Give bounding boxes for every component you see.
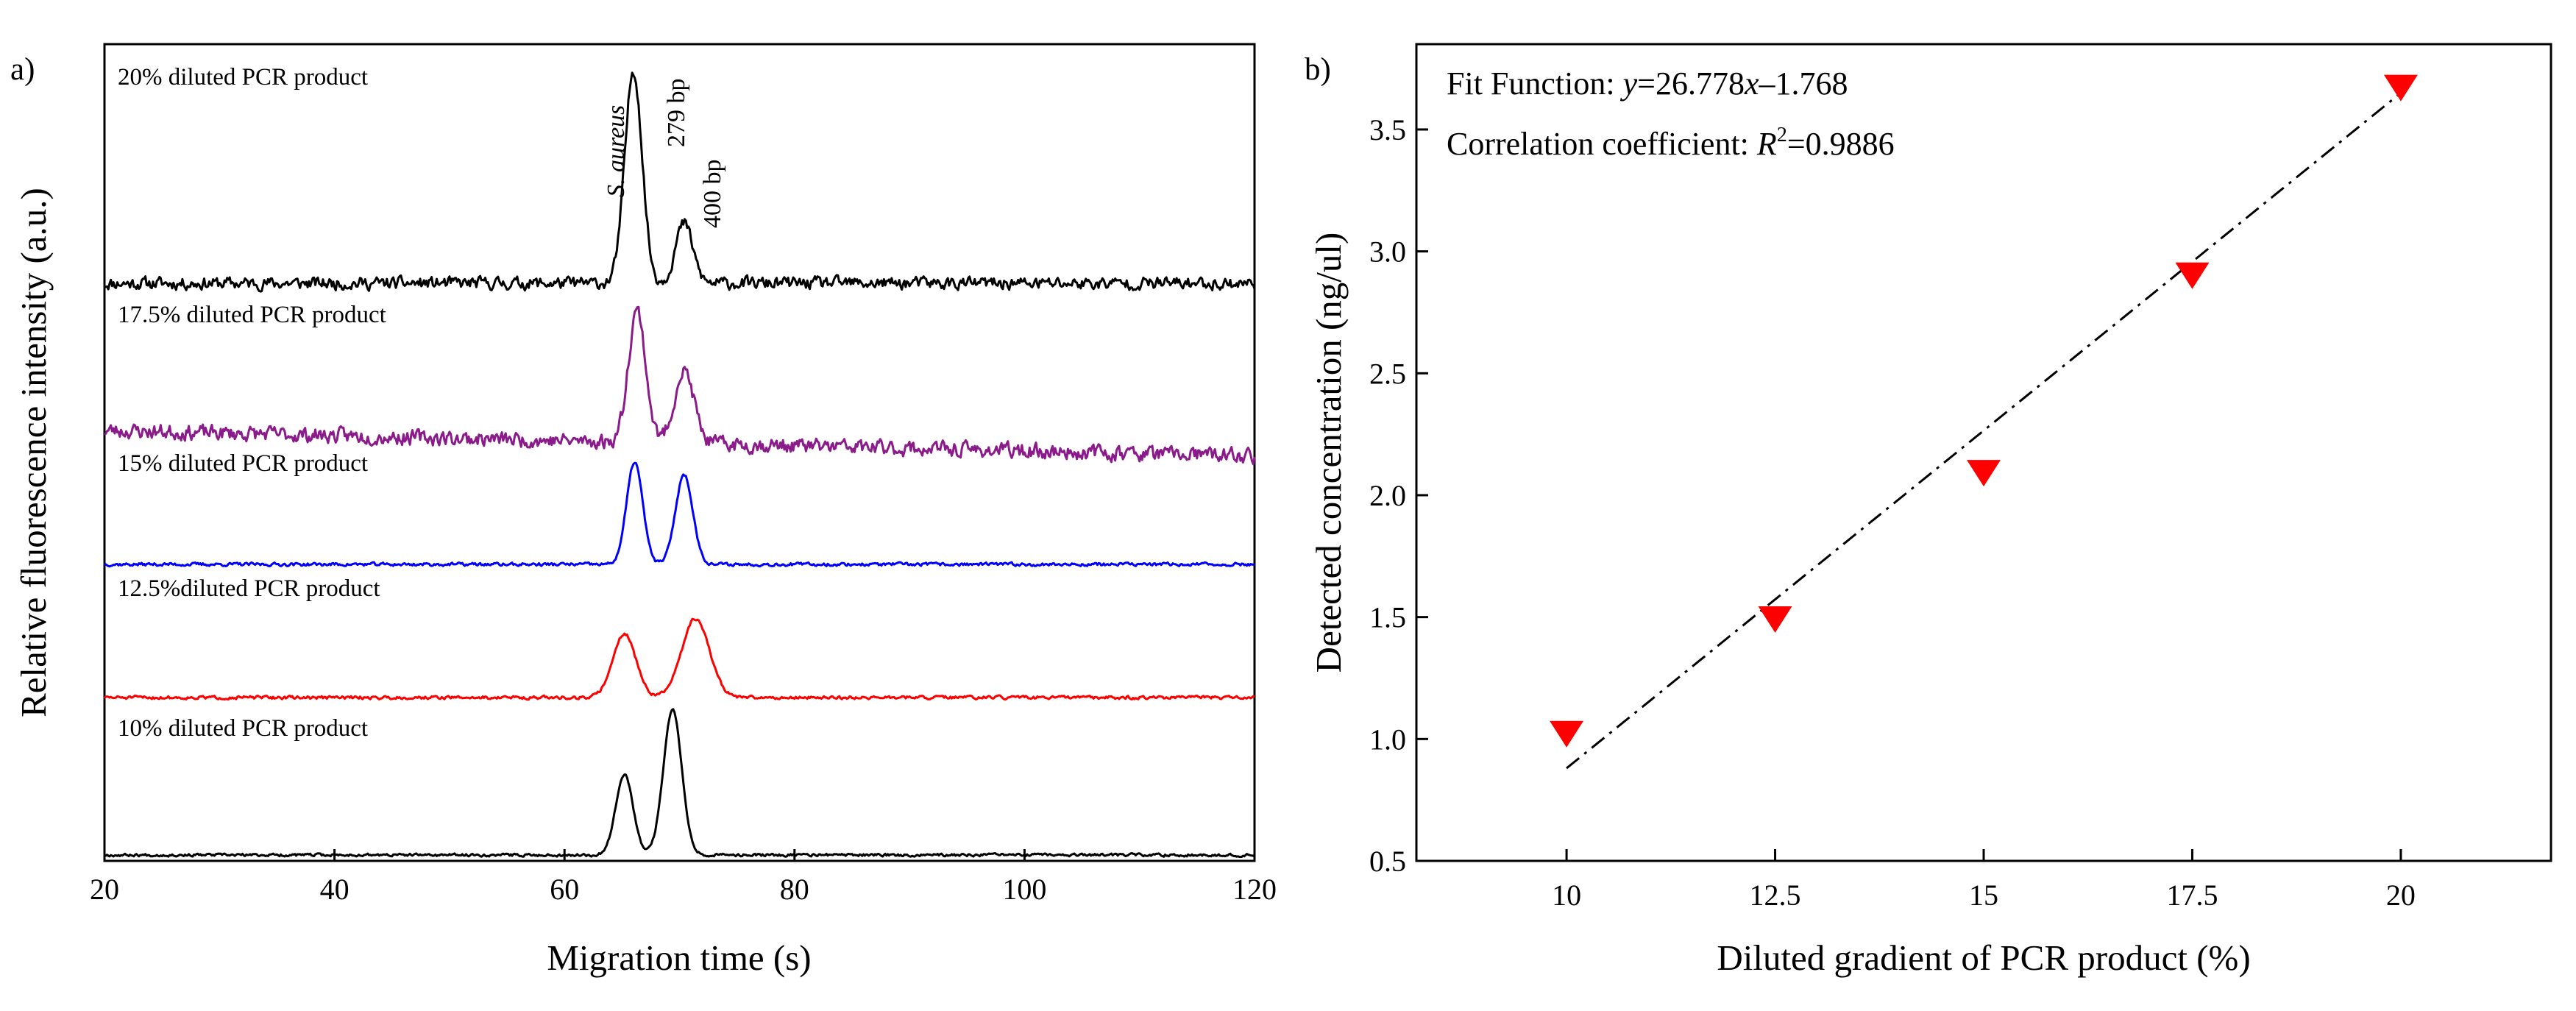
panel-a-traces [103, 71, 1256, 859]
trace-line [103, 617, 1255, 701]
trace-label: 20% diluted PCR product [118, 64, 368, 91]
panel-a-x-tick-label: 120 [1232, 873, 1277, 906]
fit-function-text: Fit Function: y=26.778x–1.768 [1447, 65, 1848, 102]
fit-mid: =26.778 [1637, 65, 1745, 102]
trace-line [104, 71, 1256, 293]
trace-label: 10% diluted PCR product [118, 715, 368, 742]
corr-value: =0.9886 [1787, 126, 1895, 162]
panel-b-frame [1415, 43, 2552, 862]
panel-b-x-tick-label: 12.5 [1750, 879, 1801, 912]
panel-a-x-ticks: 20 40 60 80 100 120 [90, 849, 1277, 906]
panel-a: a) Relative fluorescence intensity (a.u.… [10, 43, 1277, 978]
panel-a-frame [103, 43, 1256, 862]
data-point [1758, 606, 1792, 633]
data-point [2383, 74, 2418, 102]
trace-label: 17.5% diluted PCR product [118, 302, 386, 328]
peak-label-279bp: 279 bp [663, 79, 690, 148]
panel-b-x-tick-label: 15 [1969, 879, 1998, 912]
fit-line [1566, 92, 2402, 770]
trace-line [104, 461, 1255, 568]
peak-label-400bp: 400 bp [699, 160, 726, 229]
panel-b-ticks: 10 12.5 15 17.5 20 0.5 1.0 1.5 2.0 2.5 3.0 3.5 [1369, 113, 2416, 912]
panel-a-x-tick-label: 60 [550, 873, 579, 906]
panel-a-x-tick-label: 80 [780, 873, 809, 906]
corr-sup: 2 [1777, 124, 1787, 146]
panel-b-y-tick-label: 1.5 [1369, 601, 1406, 634]
trace-label: 15% diluted PCR product [118, 450, 368, 477]
panel-a-ylabel: Relative fluorescence intensity (a.u.) [13, 188, 54, 717]
panel-b-x-tick-label: 10 [1552, 879, 1581, 912]
panel-a-x-tick-label: 100 [1002, 873, 1046, 906]
panel-b-y-tick-label: 0.5 [1369, 845, 1406, 878]
fit-tail: –1.768 [1758, 65, 1848, 102]
panel-b-xlabel: Diluted gradient of PCR product (%) [1717, 937, 2250, 978]
panel-b-label: b) [1305, 52, 1331, 87]
fit-x: x [1744, 65, 1759, 102]
data-point [2175, 262, 2210, 289]
panel-b: b) Detected concentration (ng/ul) Dilute… [1305, 43, 2552, 978]
panel-a-x-tick-label: 40 [320, 873, 350, 906]
panel-b-ylabel: Detected concentration (ng/ul) [1308, 233, 1349, 673]
panel-a-trace-labels: 20% diluted PCR product 17.5% diluted PCR… [118, 64, 386, 742]
panel-b-y-tick-label: 1.0 [1369, 723, 1406, 756]
panel-a-xlabel: Migration time (s) [547, 937, 811, 978]
panel-b-fit-line [1566, 92, 2402, 770]
panel-a-x-tick-label: 20 [90, 873, 119, 906]
corr-prefix: Correlation coefficient: [1447, 126, 1757, 162]
trace-line [104, 708, 1255, 859]
data-point [1967, 460, 2001, 487]
fit-y: y [1620, 65, 1638, 102]
panel-b-y-tick-label: 2.0 [1369, 479, 1406, 512]
data-point [1550, 720, 1584, 748]
panel-b-x-tick-label: 17.5 [2166, 879, 2218, 912]
panel-b-x-tick-label: 20 [2386, 879, 2416, 912]
panel-b-y-tick-label: 3.5 [1369, 113, 1406, 146]
fit-prefix: Fit Function: [1447, 65, 1623, 102]
correlation-text: Correlation coefficient: R2=0.9886 [1447, 124, 1895, 162]
peak-label-species: S. aureus [603, 105, 630, 197]
panel-b-y-tick-label: 2.5 [1369, 357, 1406, 390]
trace-line [104, 305, 1256, 466]
trace-label: 12.5%diluted PCR product [118, 575, 380, 602]
panel-b-y-tick-label: 3.0 [1369, 235, 1406, 269]
panel-a-label: a) [10, 52, 35, 87]
panel-b-points [1550, 74, 2418, 748]
corr-r: R [1756, 126, 1777, 162]
